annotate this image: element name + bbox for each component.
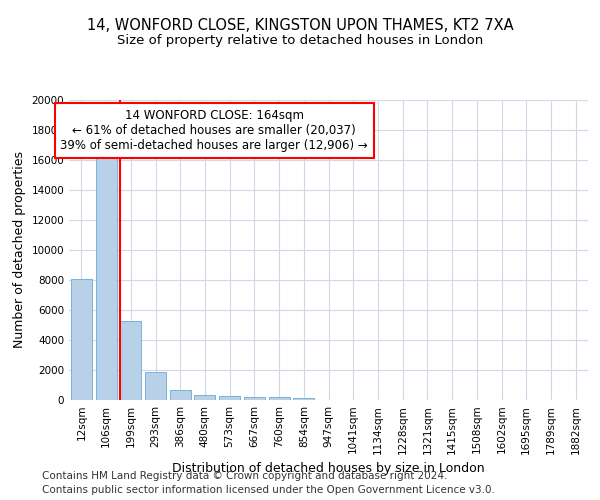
- Bar: [244, 397, 265, 400]
- Text: 14 WONFORD CLOSE: 164sqm
← 61% of detached houses are smaller (20,037)
39% of se: 14 WONFORD CLOSE: 164sqm ← 61% of detach…: [61, 109, 368, 152]
- Text: Contains public sector information licensed under the Open Government Licence v3: Contains public sector information licen…: [42, 485, 495, 495]
- Text: Size of property relative to detached houses in London: Size of property relative to detached ho…: [117, 34, 483, 47]
- Bar: [293, 398, 314, 400]
- Bar: [170, 390, 191, 400]
- Text: Contains HM Land Registry data © Crown copyright and database right 2024.: Contains HM Land Registry data © Crown c…: [42, 471, 448, 481]
- Bar: [219, 396, 240, 400]
- Bar: [120, 320, 141, 400]
- Bar: [145, 372, 166, 400]
- Bar: [71, 278, 92, 400]
- Bar: [95, 152, 116, 400]
- X-axis label: Distribution of detached houses by size in London: Distribution of detached houses by size …: [172, 462, 485, 475]
- Bar: [194, 395, 215, 400]
- Text: 14, WONFORD CLOSE, KINGSTON UPON THAMES, KT2 7XA: 14, WONFORD CLOSE, KINGSTON UPON THAMES,…: [86, 18, 514, 32]
- Y-axis label: Number of detached properties: Number of detached properties: [13, 152, 26, 348]
- Bar: [269, 397, 290, 400]
